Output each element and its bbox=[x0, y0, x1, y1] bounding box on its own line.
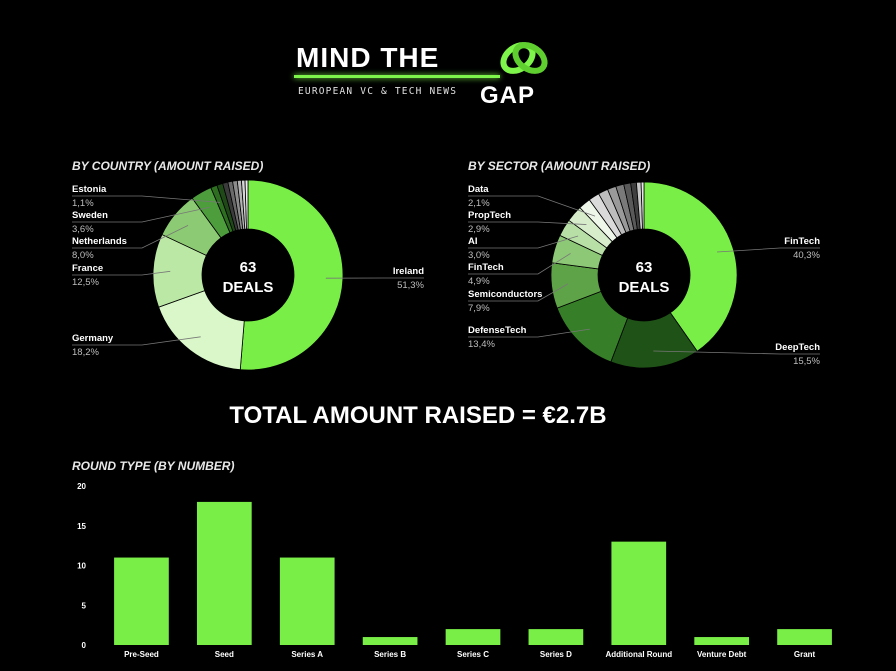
logo-underline bbox=[294, 75, 500, 78]
total-amount-raised: TOTAL AMOUNT RAISED = €2.7B bbox=[229, 402, 607, 429]
leader-line-fintech bbox=[716, 247, 820, 253]
slice-value-germany: 18,2% bbox=[72, 347, 99, 358]
slice-value-estonia: 1,1% bbox=[72, 198, 94, 209]
leader-line-defensetech bbox=[468, 328, 590, 338]
slice-value-fintech: 40,3% bbox=[793, 250, 820, 261]
bar-series-b bbox=[362, 637, 418, 645]
x-tick-pre-seed: Pre-Seed bbox=[124, 650, 159, 659]
y-tick-0: 0 bbox=[82, 641, 87, 650]
slice-value-deeptech: 15,5% bbox=[793, 356, 820, 367]
leader-line-semiconductors bbox=[468, 283, 569, 302]
leader-line-france bbox=[72, 270, 171, 276]
leader-line-proptech bbox=[468, 221, 587, 225]
slice-value-semiconductors: 7,9% bbox=[468, 303, 490, 314]
slice-label-deeptech: DeepTech bbox=[775, 342, 820, 353]
slice-value-fintech: 4,9% bbox=[468, 276, 490, 287]
slice-label-fintech: FinTech bbox=[468, 262, 504, 273]
country-chart-title: BY COUNTRY (AMOUNT RAISED) bbox=[72, 159, 264, 173]
center-deal-count: 63 bbox=[240, 259, 257, 276]
bar-additional-round bbox=[611, 541, 667, 645]
slice-value-netherlands: 8,0% bbox=[72, 250, 94, 261]
y-tick-10: 10 bbox=[77, 562, 86, 571]
x-tick-grant: Grant bbox=[794, 650, 816, 659]
bar-grant bbox=[777, 629, 832, 645]
bar-pre-seed bbox=[114, 557, 169, 645]
slice-label-netherlands: Netherlands bbox=[72, 236, 127, 247]
y-tick-5: 5 bbox=[82, 601, 87, 610]
logo-knot-icon bbox=[500, 42, 548, 74]
slice-label-ai: AI bbox=[468, 236, 478, 247]
leader-line-netherlands bbox=[72, 225, 189, 249]
x-tick-additional-round: Additional Round bbox=[605, 650, 672, 659]
leader-line-sweden bbox=[72, 206, 210, 223]
logo-gap-word: GAP bbox=[480, 82, 536, 109]
slice-label-fintech: FinTech bbox=[784, 236, 820, 247]
slice-label-defensetech: DefenseTech bbox=[468, 325, 527, 336]
x-tick-venture-debt: Venture Debt bbox=[697, 650, 747, 659]
slice-label-ireland: Ireland bbox=[393, 266, 424, 277]
leader-line-ai bbox=[468, 235, 579, 249]
bar-series-d bbox=[528, 629, 584, 645]
slice-value-sweden: 3,6% bbox=[72, 224, 94, 235]
x-tick-series-c: Series C bbox=[457, 650, 489, 659]
x-tick-series-d: Series D bbox=[540, 650, 572, 659]
slice-value-ireland: 51,3% bbox=[397, 280, 424, 291]
bar-venture-debt bbox=[694, 637, 750, 645]
slice-label-sweden: Sweden bbox=[72, 210, 108, 221]
sector-chart-title: BY SECTOR (AMOUNT RAISED) bbox=[468, 159, 651, 173]
center-deal-count: 63 bbox=[636, 259, 653, 276]
slice-value-france: 12,5% bbox=[72, 277, 99, 288]
leader-line-data bbox=[468, 195, 596, 217]
slice-value-ai: 3,0% bbox=[468, 250, 490, 261]
slice-label-france: France bbox=[72, 263, 103, 274]
round-chart-title: ROUND TYPE (BY NUMBER) bbox=[72, 459, 235, 473]
y-tick-20: 20 bbox=[77, 482, 86, 491]
bar-series-a bbox=[279, 557, 335, 645]
bar-series-c bbox=[445, 629, 501, 645]
leader-line-deeptech bbox=[653, 350, 820, 355]
slice-value-data: 2,1% bbox=[468, 198, 490, 209]
slice-label-semiconductors: Semiconductors bbox=[468, 289, 542, 300]
logo-tagline: EUROPEAN VC & TECH NEWS bbox=[298, 86, 458, 97]
mind-the-gap-logo: MIND THE EUROPEAN VC & TECH NEWS GAP bbox=[290, 38, 590, 113]
center-deal-label: DEALS bbox=[223, 279, 274, 296]
slice-label-estonia: Estonia bbox=[72, 184, 107, 195]
leader-line-germany bbox=[72, 336, 201, 346]
center-deal-label: DEALS bbox=[619, 279, 670, 296]
x-tick-series-a: Series A bbox=[291, 650, 323, 659]
logo-title: MIND THE bbox=[296, 42, 440, 73]
slice-label-data: Data bbox=[468, 184, 489, 195]
x-tick-series-b: Series B bbox=[374, 650, 406, 659]
donut-slice-other-15 bbox=[640, 181, 645, 230]
slice-value-proptech: 2,9% bbox=[468, 224, 490, 235]
y-tick-15: 15 bbox=[77, 522, 86, 531]
leader-line-estonia bbox=[72, 195, 221, 203]
donut-slice-other-12 bbox=[244, 179, 249, 230]
slice-value-defensetech: 13,4% bbox=[468, 339, 495, 350]
leader-line-fintech bbox=[468, 253, 571, 275]
slice-label-proptech: PropTech bbox=[468, 210, 511, 221]
bar-seed bbox=[196, 501, 252, 645]
x-tick-seed: Seed bbox=[215, 650, 234, 659]
donut-slice-ireland bbox=[239, 179, 344, 371]
donut-slice-fintech bbox=[643, 181, 738, 352]
slice-label-germany: Germany bbox=[72, 333, 114, 344]
